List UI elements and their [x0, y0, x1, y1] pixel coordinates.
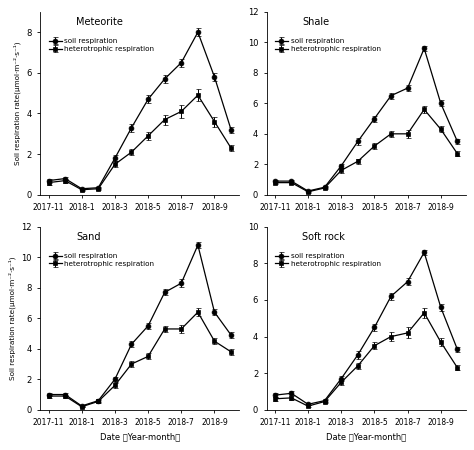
Legend: soil respiration, heterotrophic respiration: soil respiration, heterotrophic respirat…: [48, 37, 155, 53]
Text: Meteorite: Meteorite: [76, 17, 123, 27]
X-axis label: Date （Year-month）: Date （Year-month）: [326, 432, 406, 441]
Legend: soil respiration, heterotrophic respiration: soil respiration, heterotrophic respirat…: [274, 252, 382, 268]
Text: Soft rock: Soft rock: [302, 232, 345, 242]
Text: Shale: Shale: [302, 17, 329, 27]
X-axis label: Date （Year-month）: Date （Year-month）: [100, 432, 180, 441]
Legend: soil respiration, heterotrophic respiration: soil respiration, heterotrophic respirat…: [48, 252, 155, 268]
Y-axis label: Soil respiration rate(μmol·m⁻²·s⁻¹): Soil respiration rate(μmol·m⁻²·s⁻¹): [13, 41, 21, 165]
Legend: soil respiration, heterotrophic respiration: soil respiration, heterotrophic respirat…: [274, 37, 382, 53]
Y-axis label: Soil respiration rate(μmol·m⁻²·s⁻¹): Soil respiration rate(μmol·m⁻²·s⁻¹): [9, 256, 16, 380]
Text: Sand: Sand: [76, 232, 100, 242]
